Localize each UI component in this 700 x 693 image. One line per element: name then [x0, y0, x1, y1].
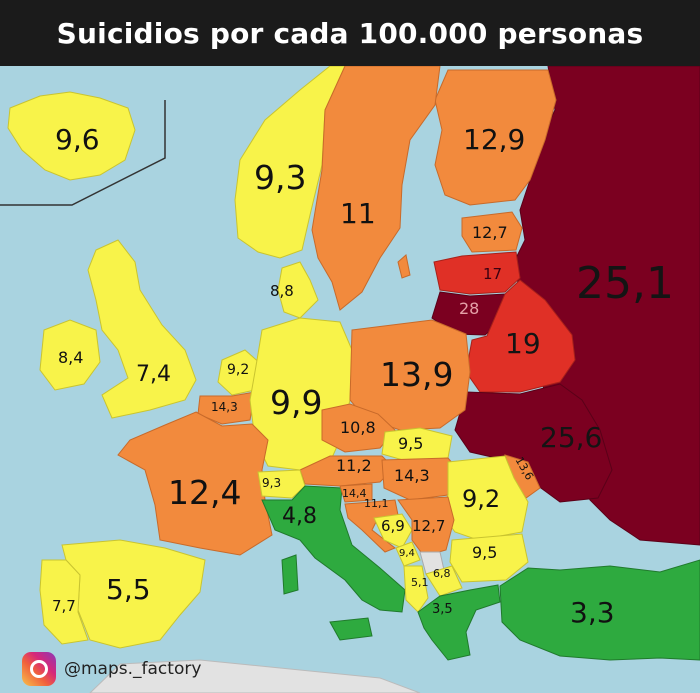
label-slovakia: 9,5	[398, 434, 424, 453]
label-germany: 9,9	[270, 383, 323, 422]
label-belgium: 14,3	[211, 400, 238, 414]
region-france	[117, 411, 273, 556]
label-netherlands: 9,2	[227, 362, 250, 378]
region-italy	[261, 485, 406, 613]
label-bosnia: 6,9	[381, 517, 405, 535]
label-hungary: 14,3	[394, 466, 430, 485]
label-italy: 4,8	[282, 504, 317, 529]
region-denmark	[277, 261, 319, 319]
label-portugal: 7,7	[52, 597, 76, 615]
label-ukraine: 25,6	[540, 421, 603, 454]
label-norway: 9,3	[254, 158, 307, 197]
label-bulgaria: 9,5	[472, 543, 498, 562]
region-gotland	[397, 254, 411, 279]
region-belarus	[465, 279, 576, 393]
region-bulgaria	[449, 533, 529, 583]
region-montenegro	[395, 541, 421, 567]
source-handle: @maps._factory	[64, 659, 202, 679]
label-albania: 5,1	[411, 576, 429, 589]
label-kosovo: 6,8	[433, 567, 451, 580]
label-greece: 3,5	[432, 602, 453, 617]
label-turkey: 3,3	[570, 596, 615, 629]
region-latvia	[433, 251, 521, 295]
label-serbia: 12,7	[412, 517, 446, 535]
region-ukraine	[454, 383, 613, 503]
region-sicily	[329, 617, 373, 641]
label-spain: 5,5	[106, 573, 151, 606]
label-poland: 13,9	[380, 355, 454, 394]
region-sardinia	[281, 554, 299, 595]
label-switzerland: 9,3	[262, 476, 282, 490]
inset-border	[0, 100, 166, 206]
region-albania	[403, 565, 429, 613]
region-greece	[417, 584, 501, 661]
region-portugal	[39, 559, 89, 645]
map-title: Suicidios por cada 100.000 personas	[56, 16, 644, 50]
region-north-macedonia	[425, 565, 463, 597]
region-turkey	[499, 559, 700, 661]
region-iceland	[7, 91, 136, 181]
label-sweden: 11	[340, 197, 376, 230]
region-switzerland	[257, 469, 306, 499]
label-russia: 25,1	[576, 258, 674, 309]
label-slovenia: 14,4	[342, 487, 367, 500]
region-uk	[87, 239, 197, 419]
region-finland	[434, 69, 557, 206]
label-latvia: 17	[483, 265, 503, 283]
label-iceland: 9,6	[55, 123, 100, 156]
region-croatia	[344, 499, 399, 553]
label-finland: 12,9	[463, 123, 526, 156]
region-estonia	[461, 211, 523, 253]
region-sweden	[311, 66, 441, 311]
label-lithuania: 28	[459, 299, 480, 318]
label-montenegro: 9,4	[399, 548, 415, 559]
label-ireland: 8,4	[58, 348, 84, 367]
instagram-icon	[22, 652, 56, 686]
label-estonia: 12,7	[472, 223, 508, 242]
label-france: 12,4	[168, 473, 242, 512]
source-credit: @maps._factory	[22, 652, 201, 686]
label-croatia: 11,1	[364, 497, 389, 510]
region-north-africa	[89, 659, 421, 693]
title-bar: Suicidios por cada 100.000 personas	[0, 0, 700, 66]
label-denmark: 8,8	[270, 282, 294, 300]
region-bosnia	[373, 513, 413, 549]
label-austria: 11,2	[336, 456, 372, 475]
europe-map	[0, 66, 700, 693]
label-czechia: 10,8	[340, 418, 376, 437]
label-belarus: 19	[505, 327, 541, 360]
label-romania: 9,2	[462, 485, 501, 513]
label-uk: 7,4	[136, 362, 171, 387]
region-slovenia	[339, 483, 373, 503]
region-ireland	[39, 319, 101, 391]
